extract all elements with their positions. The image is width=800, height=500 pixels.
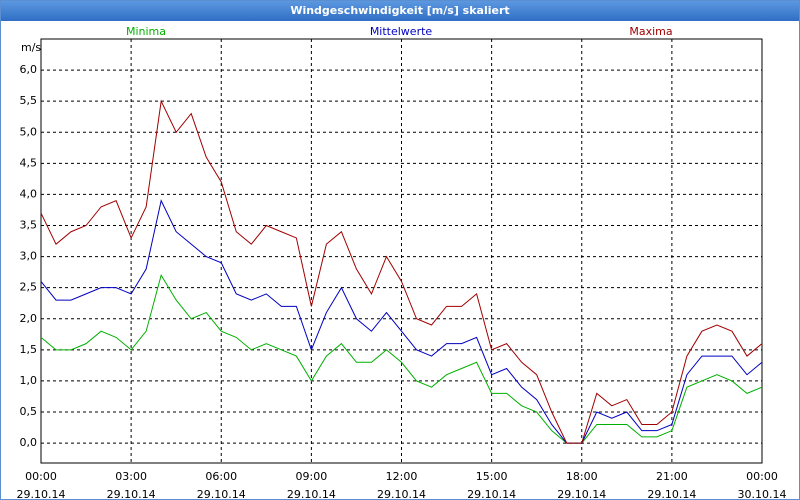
title-bar: Windgeschwindigkeit [m/s] skaliert bbox=[1, 1, 799, 21]
legend-label: Minima bbox=[126, 25, 166, 38]
legend-label: Mittelwerte bbox=[370, 25, 433, 38]
series-line bbox=[40, 99, 763, 444]
y-tick-label: 2,0 bbox=[20, 312, 38, 325]
y-tick-label: 3,0 bbox=[20, 250, 38, 263]
x-tick-label: 03:00 29.10.14 bbox=[106, 470, 156, 500]
y-tick-label: 1,5 bbox=[20, 343, 38, 356]
x-tick-label: 18:00 29.10.14 bbox=[557, 470, 607, 500]
series-line bbox=[40, 273, 763, 444]
y-tick-label: 4,5 bbox=[20, 156, 38, 169]
legend-label: Maxima bbox=[629, 25, 672, 38]
x-tick-label: 15:00 29.10.14 bbox=[467, 470, 517, 500]
series-line bbox=[40, 199, 763, 444]
x-tick-label: 06:00 29.10.14 bbox=[196, 470, 246, 500]
y-tick-label: 5,0 bbox=[20, 125, 38, 138]
y-unit-label: m/s bbox=[21, 41, 41, 54]
y-tick-label: 0,5 bbox=[20, 405, 38, 418]
y-tick-label: 2,5 bbox=[20, 281, 38, 294]
x-tick-label: 00:00 29.10.14 bbox=[16, 470, 66, 500]
y-tick-label: 6,0 bbox=[20, 63, 38, 76]
y-tick-label: 0,0 bbox=[20, 436, 38, 449]
x-tick-label: 00:00 30.10.14 bbox=[737, 470, 787, 500]
y-tick-label: 5,5 bbox=[20, 94, 38, 107]
x-tick-label: 12:00 29.10.14 bbox=[377, 470, 426, 500]
plot-frame bbox=[40, 38, 763, 464]
x-tick-label: 09:00 29.10.14 bbox=[286, 470, 336, 500]
y-tick-label: 4,0 bbox=[20, 187, 38, 200]
y-tick-label: 3,5 bbox=[20, 219, 38, 232]
y-tick-label: 1,0 bbox=[20, 374, 38, 387]
x-tick-label: 21:00 29.10.14 bbox=[647, 470, 697, 500]
